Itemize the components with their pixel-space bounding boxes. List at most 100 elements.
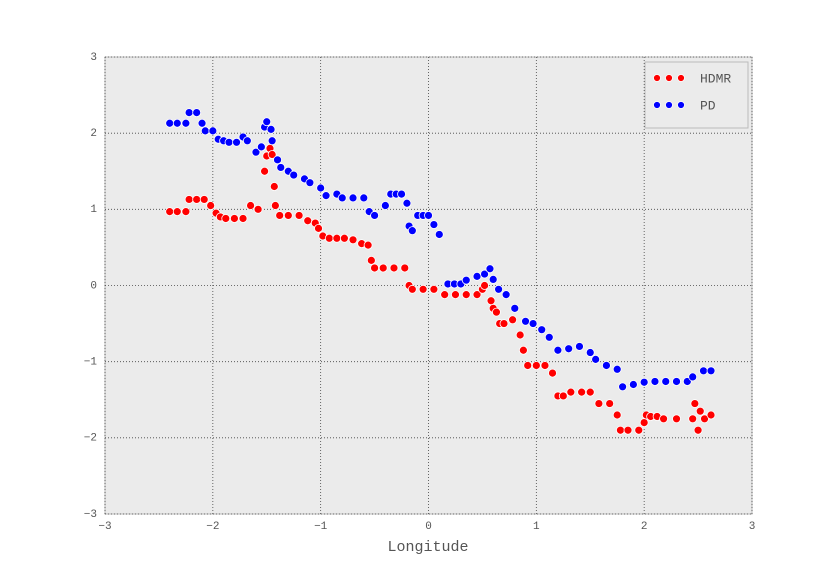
- point: [424, 211, 433, 220]
- point: [594, 399, 604, 408]
- legend: HDMR PD: [644, 61, 749, 129]
- point: [251, 147, 261, 157]
- point: [184, 195, 194, 204]
- point: [690, 399, 700, 408]
- point: [623, 425, 633, 435]
- point: [337, 193, 347, 203]
- legend-label: HDMR: [700, 71, 731, 86]
- point: [575, 342, 584, 351]
- point: [577, 387, 587, 397]
- point: [650, 377, 660, 386]
- point: [378, 263, 388, 273]
- x-axis-label: Longitude: [387, 539, 468, 556]
- point: [602, 361, 611, 370]
- y-tick-label: −2: [84, 433, 97, 445]
- point: [472, 271, 482, 281]
- point: [639, 418, 649, 428]
- point: [221, 214, 231, 223]
- point: [289, 170, 299, 180]
- point: [510, 303, 520, 313]
- point: [461, 275, 471, 285]
- y-tick-label: −1: [84, 357, 98, 369]
- point: [564, 344, 574, 354]
- point: [429, 284, 439, 294]
- point: [531, 361, 541, 370]
- legend-label: PD: [700, 98, 716, 113]
- legend-marker: [653, 101, 661, 109]
- point: [332, 233, 342, 243]
- point: [480, 269, 489, 279]
- x-tick-label: 0: [425, 521, 432, 533]
- point: [591, 354, 601, 364]
- point: [400, 263, 410, 273]
- point: [486, 296, 496, 306]
- point: [370, 263, 379, 273]
- point: [480, 281, 489, 290]
- point: [276, 163, 286, 172]
- point: [706, 366, 716, 376]
- point: [418, 284, 428, 294]
- point: [672, 414, 681, 424]
- point: [628, 380, 638, 389]
- point: [659, 414, 668, 424]
- point: [688, 372, 698, 382]
- point: [267, 150, 277, 159]
- point: [266, 124, 276, 134]
- point: [494, 284, 503, 294]
- legend-marker: [665, 74, 673, 82]
- point: [172, 207, 182, 217]
- y-tick-label: 1: [90, 204, 97, 216]
- x-tick-label: −1: [314, 521, 328, 533]
- point: [246, 201, 255, 210]
- point: [672, 377, 681, 386]
- legend-marker: [677, 101, 685, 109]
- point: [429, 220, 439, 229]
- point: [165, 118, 175, 128]
- point: [270, 201, 280, 210]
- point: [407, 284, 417, 294]
- point: [695, 406, 705, 416]
- point: [366, 255, 376, 265]
- point: [558, 391, 568, 401]
- point: [518, 345, 528, 355]
- point: [537, 325, 547, 335]
- point: [260, 166, 269, 176]
- point: [605, 399, 615, 408]
- point: [488, 275, 498, 284]
- y-tick-label: 3: [90, 52, 97, 64]
- point: [184, 108, 194, 118]
- legend-marker: [665, 101, 673, 109]
- point: [407, 226, 417, 236]
- point: [206, 201, 216, 210]
- x-tick-label: 3: [749, 521, 756, 533]
- point: [370, 211, 379, 220]
- point: [242, 136, 252, 146]
- point: [540, 361, 550, 370]
- point: [200, 126, 210, 136]
- point: [612, 364, 622, 374]
- point: [639, 377, 649, 387]
- point: [485, 264, 495, 274]
- point: [618, 382, 627, 392]
- point: [585, 348, 595, 357]
- x-tick-label: 2: [641, 521, 648, 533]
- point: [273, 155, 282, 165]
- point: [359, 193, 369, 203]
- point: [461, 290, 471, 300]
- point: [267, 136, 277, 146]
- point: [544, 332, 554, 342]
- point: [181, 207, 191, 217]
- point: [165, 207, 175, 217]
- point: [693, 425, 703, 435]
- point: [616, 425, 625, 435]
- point: [197, 118, 207, 128]
- point: [451, 290, 460, 300]
- point: [434, 230, 444, 239]
- legend-marker: [677, 74, 685, 82]
- point: [700, 414, 709, 424]
- point: [275, 211, 285, 220]
- point: [303, 216, 313, 226]
- point: [521, 316, 530, 326]
- point: [229, 214, 239, 223]
- y-tick-label: 2: [90, 128, 97, 140]
